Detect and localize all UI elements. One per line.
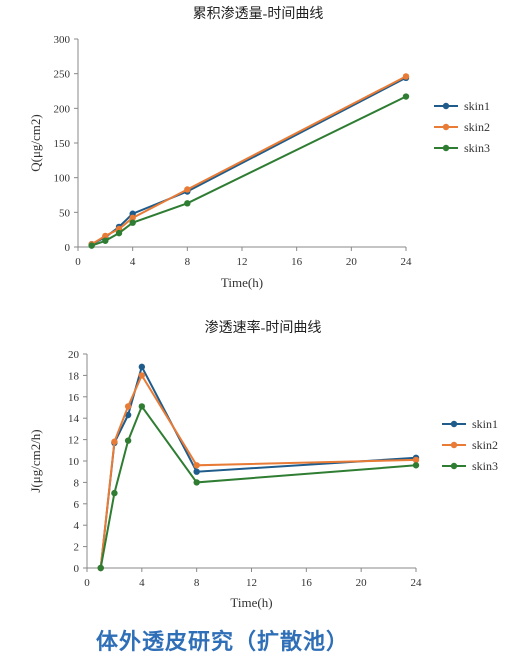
- chart-2-y-tick-label: 16: [68, 392, 80, 404]
- chart-2-x-axis-label: Time(h): [230, 595, 272, 610]
- chart-2-legend-marker-skin3: [450, 462, 458, 470]
- chart-1-x-tick-label: 20: [346, 256, 358, 268]
- chart-2-data-point-skin2: [124, 403, 132, 410]
- chart-2-x-tick-label: 24: [411, 577, 423, 589]
- chart-1-title: 累积渗透量-时间曲线: [193, 6, 324, 22]
- chart-2-data-point-skin2: [138, 372, 146, 379]
- chart-2-y-tick-label: 20: [68, 349, 80, 361]
- chart-1-y-axis-label: Q(μg/cm2): [28, 114, 43, 172]
- chart-1-legend-label-skin3: skin3: [464, 141, 490, 155]
- chart-1-y-tick-label: 50: [59, 207, 71, 219]
- chart-2-data-point-skin3: [412, 462, 420, 469]
- chart-1-legend-label-skin1: skin1: [464, 99, 490, 113]
- chart-1-data-point-skin2: [402, 73, 410, 80]
- chart-1-data-point-skin3: [184, 200, 191, 207]
- chart-1-data-point-skin3: [402, 93, 410, 100]
- chart-1-x-tick-label: 24: [401, 256, 413, 268]
- chart-2-data-point-skin3: [138, 403, 146, 410]
- chart-2-x-tick-label: 4: [139, 577, 145, 589]
- chart-2-x-tick-label: 20: [356, 577, 368, 589]
- chart-2-y-tick-label: 2: [74, 542, 80, 554]
- chart-1-x-tick-label: 0: [75, 256, 81, 268]
- chart-2-data-point-skin1: [138, 363, 146, 371]
- chart-2-data-point-skin1: [124, 411, 132, 419]
- chart-1-x-tick-label: 8: [185, 256, 191, 268]
- chart-2-y-tick-label: 6: [74, 499, 80, 511]
- chart-2-y-axis-label: J(μg/cm2/h): [28, 429, 43, 492]
- chart-1-legend-marker-skin3: [442, 144, 450, 152]
- chart-1-y-tick-label: 150: [54, 138, 71, 150]
- chart-2-data-point-skin2: [412, 456, 420, 464]
- chart-1-x-tick-label: 12: [237, 256, 248, 268]
- chart-1-data-point-skin3: [115, 229, 123, 237]
- chart-2-data-point-skin3: [193, 479, 200, 486]
- chart-2-y-tick-label: 4: [74, 520, 80, 532]
- chart-2-x-tick-label: 12: [246, 577, 257, 589]
- chart-1-data-point-skin2: [129, 214, 136, 222]
- chart-1-y-tick-label: 250: [54, 69, 71, 81]
- chart-2-y-tick-label: 0: [74, 563, 80, 575]
- chart-2-data-point-skin3: [124, 437, 132, 444]
- chart-1-legend-label-skin2: skin2: [464, 120, 490, 134]
- chart-1-y-tick-label: 0: [65, 242, 71, 254]
- chart-2-series-line-skin2: [99, 373, 417, 569]
- chart-1-x-tick-label: 4: [130, 256, 136, 268]
- chart-2-data-point-skin3: [97, 564, 104, 572]
- page-caption: 体外透皮研究（扩散池）: [96, 630, 350, 655]
- chart-2-y-tick-label: 14: [68, 413, 80, 425]
- chart-1-data-point-skin2: [184, 186, 191, 193]
- chart-2-data-point-skin1: [193, 468, 200, 475]
- chart-2-x-tick-label: 16: [301, 577, 313, 589]
- chart-1-x-tick-label: 16: [291, 256, 303, 268]
- chart-1-x-axis-label: Time(h): [221, 275, 263, 290]
- chart-2-y-tick-label: 10: [68, 456, 80, 468]
- chart-1-y-tick-label: 200: [54, 103, 71, 115]
- chart-2-data-point-skin2: [111, 438, 118, 445]
- chart-1-series-line-skin1: [91, 76, 407, 246]
- chart-2-y-tick-label: 18: [68, 370, 80, 382]
- chart-1-data-point-skin3: [88, 242, 95, 249]
- chart-2-series-line-skin1: [99, 364, 417, 569]
- chart-2-x-tick-label: 8: [194, 577, 200, 589]
- chart-1-legend-marker-skin1: [442, 102, 450, 110]
- chart-2-legend-marker-skin2: [450, 441, 458, 449]
- chart-2-x-tick-label: 0: [84, 577, 90, 589]
- chart-2-y-tick-label: 12: [68, 435, 79, 447]
- chart-2-data-point-skin2: [193, 462, 200, 469]
- chart-2-data-point-skin3: [111, 489, 118, 497]
- chart-2-legend-label-skin3: skin3: [472, 459, 498, 473]
- chart-1-data-point-skin3: [102, 237, 109, 244]
- chart-1-data-point-skin2: [102, 232, 109, 240]
- chart-1-legend-marker-skin2: [442, 123, 450, 131]
- chart-2-title: 渗透速率-时间曲线: [205, 319, 322, 336]
- chart-2-series-line-skin3: [99, 404, 417, 569]
- chart-1-series-line-skin3: [91, 95, 407, 247]
- chart-2-legend-marker-skin1: [450, 420, 458, 428]
- chart-1-y-tick-label: 300: [54, 34, 71, 46]
- chart-2-legend-label-skin1: skin1: [472, 417, 498, 431]
- chart-2-legend-label-skin2: skin2: [472, 438, 498, 452]
- chart-1-data-point-skin3: [129, 219, 136, 226]
- chart-2-y-tick-label: 8: [74, 477, 80, 489]
- chart-1-y-tick-label: 100: [54, 173, 71, 185]
